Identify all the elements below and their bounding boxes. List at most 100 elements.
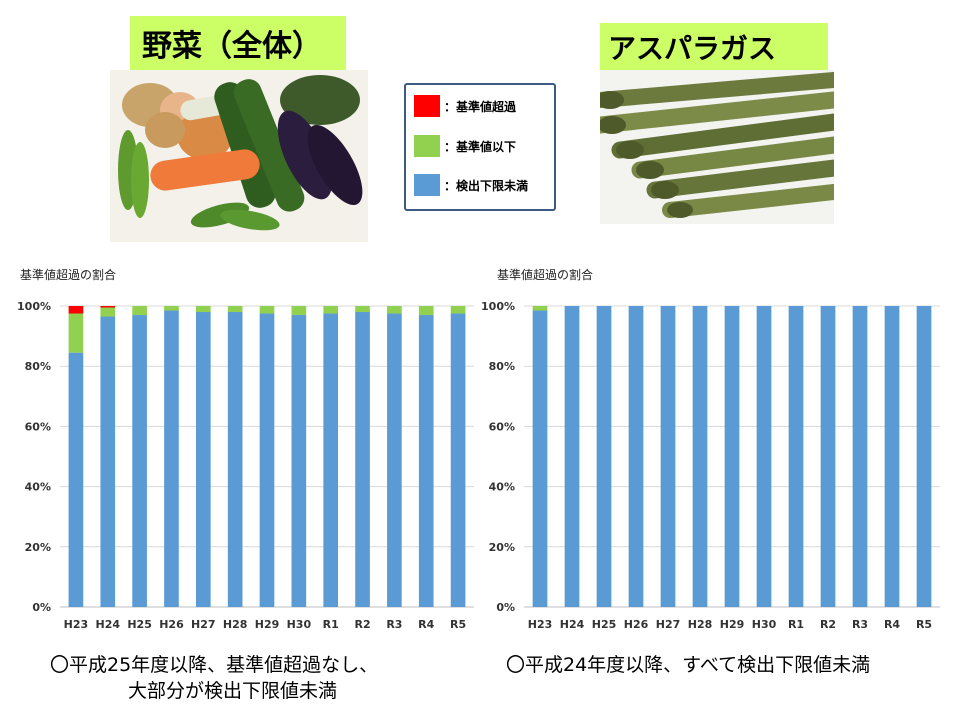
vegetables-chart-x-tick-label: H25 bbox=[127, 618, 152, 631]
vegetables-title: 野菜（全体） bbox=[130, 16, 346, 70]
legend-label-below: ：基準値以下 bbox=[444, 139, 517, 154]
vegetables-chart-bar-R3-series-1 bbox=[387, 306, 402, 314]
asparagus-chart-bar-H28-series-0 bbox=[692, 306, 708, 607]
legend-label-exceed: ：基準値超過 bbox=[444, 99, 517, 114]
vegetables-chart-x-tick-label: R5 bbox=[450, 618, 466, 631]
vegetables-chart-bar-R4-series-1 bbox=[418, 306, 434, 316]
asparagus-photo bbox=[600, 70, 834, 224]
asparagus-chart-bar-H23-series-1 bbox=[532, 306, 548, 311]
vegetables-chart-bar-H29-series-1 bbox=[259, 306, 275, 314]
legend-label-undetected: ：検出下限未満 bbox=[444, 178, 529, 193]
asparagus-chart-y-tick-label: 100% bbox=[481, 300, 515, 313]
vegetables-photo bbox=[110, 70, 368, 242]
legend-swatch-below bbox=[414, 135, 440, 157]
vegetables-chart-bar-R3-series-0 bbox=[387, 313, 402, 607]
asparagus-chart-title: 基準値超過の割合 bbox=[497, 267, 593, 282]
asparagus-chart: 基準値超過の割合 0% 20% 40% 60% 80% 100% H23 H24 H25 H26 H2… bbox=[481, 267, 940, 631]
asparagus-chart-bar-R5-series-0 bbox=[916, 306, 932, 607]
vegetables-chart-bar-R2-series-0 bbox=[355, 312, 370, 607]
vegetables-chart-bar-H28-series-1 bbox=[227, 306, 243, 313]
legend-item-undetected: ：検出下限未満 bbox=[414, 174, 528, 196]
vegetables-chart-x-tick-label: H30 bbox=[287, 618, 312, 631]
asparagus-chart-y-tick-label: 80% bbox=[489, 360, 515, 373]
legend-swatch-undetected bbox=[414, 174, 440, 196]
vegetables-chart-bar-H23-series-1 bbox=[68, 313, 84, 353]
vegetables-chart-bar-R5-series-1 bbox=[450, 306, 466, 314]
asparagus-chart-x-tick-label: R2 bbox=[820, 618, 836, 631]
vegetables-chart-bar-H26-series-1 bbox=[164, 306, 179, 311]
vegetables-chart-bar-R1-series-1 bbox=[323, 306, 339, 314]
vegetables-chart-x-tick-label: H29 bbox=[255, 618, 280, 631]
asparagus-chart-bar-R1-series-0 bbox=[788, 306, 804, 607]
asparagus-chart-bar-H26-series-0 bbox=[628, 306, 644, 607]
vegetables-chart-y-tick-label: 100% bbox=[17, 300, 51, 313]
asparagus-chart-x-tick-label: R3 bbox=[852, 618, 868, 631]
vegetables-chart-x-tick-label: H23 bbox=[64, 618, 89, 631]
asparagus-chart-bar-R3-series-0 bbox=[852, 306, 868, 607]
asparagus-title: アスパラガス bbox=[600, 23, 828, 71]
vegetables-chart-x-tick-label: H24 bbox=[96, 618, 121, 631]
asparagus-chart-x-tick-label: H26 bbox=[624, 618, 649, 631]
asparagus-chart-y-tick-label: 20% bbox=[489, 541, 515, 554]
vegetables-chart-y-tick-label: 40% bbox=[25, 481, 51, 494]
asparagus-chart-x-tick-label: H27 bbox=[656, 618, 681, 631]
vegetables-chart-bar-H26-series-0 bbox=[164, 310, 179, 607]
vegetables-chart-y-tick-label: 0% bbox=[32, 601, 51, 614]
vegetables-caption-line1: 〇平成25年度以降、基準値超過なし、 bbox=[50, 654, 379, 676]
vegetables-chart: 基準値超過の割合 0% 20% 40% 60% 80% 100% H23 H24 H25 H26 H2… bbox=[17, 267, 474, 631]
vegetables-chart-bar-H25-series-0 bbox=[132, 315, 147, 607]
vegetables-chart-bar-H25-series-1 bbox=[132, 306, 147, 316]
asparagus-chart-bar-H23-series-0 bbox=[532, 310, 548, 607]
vegetables-chart-bar-R5-series-0 bbox=[450, 313, 466, 607]
vegetables-chart-y-tick-label: 80% bbox=[25, 360, 51, 373]
vegetables-chart-x-tick-label: R2 bbox=[354, 618, 370, 631]
vegetables-chart-bar-R4-series-0 bbox=[418, 315, 434, 607]
asparagus-caption: 〇平成24年度以降、すべて検出下限値未満 bbox=[506, 654, 871, 676]
asparagus-chart-x-tick-label: R1 bbox=[788, 618, 804, 631]
legend: ：基準値超過 ：基準値以下 ：検出下限未満 bbox=[404, 83, 556, 211]
vegetables-chart-bar-H27-series-1 bbox=[195, 306, 211, 313]
vegetables-chart-title: 基準値超過の割合 bbox=[20, 267, 116, 282]
asparagus-chart-x-tick-label: R4 bbox=[884, 618, 900, 631]
asparagus-chart-bar-H24-series-0 bbox=[564, 306, 580, 607]
asparagus-chart-x-tick-label: H25 bbox=[592, 618, 617, 631]
asparagus-chart-bar-H29-series-0 bbox=[724, 306, 740, 607]
asparagus-chart-bar-H25-series-0 bbox=[596, 306, 612, 607]
legend-swatch-exceed bbox=[414, 95, 440, 117]
vegetables-chart-bar-R2-series-1 bbox=[355, 306, 370, 313]
asparagus-chart-y-tick-label: 60% bbox=[489, 420, 515, 433]
asparagus-chart-x-tick-label: H23 bbox=[528, 618, 553, 631]
vegetables-chart-x-tick-label: R3 bbox=[386, 618, 402, 631]
asparagus-chart-x-tick-label: H30 bbox=[752, 618, 777, 631]
vegetables-chart-x-tick-label: R4 bbox=[418, 618, 434, 631]
asparagus-chart-x-tick-label: H24 bbox=[560, 618, 585, 631]
vegetables-caption: 〇平成25年度以降、基準値超過なし、 大部分が検出下限値未満 bbox=[50, 652, 450, 704]
vegetables-chart-bar-H23-series-0 bbox=[68, 352, 84, 607]
legend-item-exceed: ：基準値超過 bbox=[414, 95, 516, 117]
asparagus-chart-y-tick-label: 40% bbox=[489, 481, 515, 494]
vegetables-chart-bar-H30-series-1 bbox=[291, 306, 307, 316]
asparagus-chart-bar-H27-series-0 bbox=[660, 306, 676, 607]
vegetables-chart-bar-H24-series-1 bbox=[100, 307, 116, 317]
legend-item-below: ：基準値以下 bbox=[414, 135, 516, 157]
vegetables-chart-bar-H23-series-2 bbox=[68, 306, 84, 314]
vegetables-chart-bar-H24-series-0 bbox=[100, 316, 116, 607]
vegetables-chart-y-tick-label: 60% bbox=[25, 420, 51, 433]
vegetables-chart-bar-H24-series-2 bbox=[100, 306, 116, 308]
vegetables-chart-bar-H30-series-0 bbox=[291, 315, 307, 607]
vegetables-chart-x-tick-label: R1 bbox=[323, 618, 339, 631]
vegetables-chart-y-tick-label: 20% bbox=[25, 541, 51, 554]
vegetables-chart-x-tick-label: H27 bbox=[191, 618, 216, 631]
vegetables-chart-bar-H28-series-0 bbox=[227, 312, 243, 607]
asparagus-chart-bar-R2-series-0 bbox=[820, 306, 836, 607]
asparagus-chart-x-tick-label: R5 bbox=[916, 618, 932, 631]
vegetables-chart-x-tick-label: H28 bbox=[223, 618, 248, 631]
vegetables-chart-bar-H29-series-0 bbox=[259, 313, 275, 607]
asparagus-chart-x-tick-label: H28 bbox=[688, 618, 713, 631]
asparagus-chart-y-tick-label: 0% bbox=[496, 601, 515, 614]
vegetables-caption-line2: 大部分が検出下限値未満 bbox=[128, 680, 338, 702]
vegetables-chart-bar-R1-series-0 bbox=[323, 313, 339, 607]
asparagus-chart-bar-H30-series-0 bbox=[756, 306, 772, 607]
asparagus-chart-x-tick-label: H29 bbox=[720, 618, 745, 631]
asparagus-chart-bar-R4-series-0 bbox=[884, 306, 900, 607]
